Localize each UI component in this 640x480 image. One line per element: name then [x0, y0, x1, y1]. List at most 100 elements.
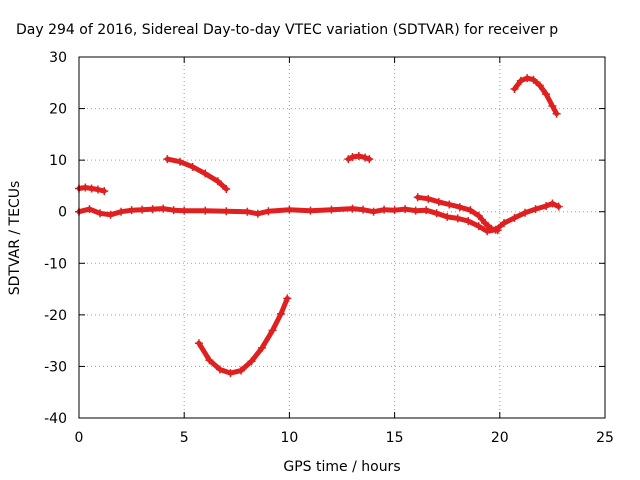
data-point [390, 206, 399, 215]
data-point [87, 184, 96, 193]
data-point [159, 204, 168, 213]
data-point [163, 155, 172, 164]
data-point [542, 90, 551, 99]
data-point [542, 202, 551, 211]
y-tick-label: -30 [44, 359, 67, 375]
data-point [117, 207, 126, 216]
data-point [529, 75, 538, 84]
data-point [474, 222, 483, 231]
data-point [445, 200, 454, 209]
axes: 0 5 10 15 20 25 -40 -30 -20 -10 0 10 20 30 [44, 50, 614, 446]
series-trace [415, 194, 501, 233]
data-point [464, 216, 473, 225]
series-4 [510, 74, 561, 118]
data-point [474, 211, 483, 220]
data-point [413, 193, 422, 202]
data-point [466, 206, 475, 215]
data-point [493, 226, 502, 235]
data-point [510, 84, 519, 93]
data-point [483, 227, 492, 236]
data-point [401, 205, 410, 214]
data-point [188, 162, 197, 171]
plot-frame [78, 56, 606, 419]
data-point [243, 207, 252, 216]
data-point [531, 205, 540, 214]
x-tick-label: 15 [386, 430, 404, 446]
x-tick-label: 5 [180, 430, 189, 446]
series-trace [196, 295, 290, 376]
data-point [222, 207, 231, 216]
data-point [226, 369, 235, 378]
data-point [215, 365, 224, 374]
y-tick-label: -10 [44, 256, 67, 272]
data-point [81, 183, 90, 192]
grid [79, 57, 605, 418]
data-point [552, 109, 561, 118]
data-point [127, 206, 136, 215]
data-point [201, 169, 210, 178]
y-tick-label: -20 [44, 308, 67, 324]
series-3 [344, 152, 374, 164]
data-point [443, 212, 452, 221]
data-point [194, 339, 203, 348]
data-point [411, 206, 420, 215]
data-point [487, 224, 496, 233]
data-point [148, 205, 157, 214]
data-point [422, 206, 431, 215]
data-point [306, 206, 315, 215]
data-point [535, 81, 544, 90]
y-tick-label: 20 [49, 102, 67, 118]
y-tick-label: 0 [58, 205, 67, 221]
data-series [75, 74, 563, 378]
data-point [96, 209, 105, 218]
data-point [258, 343, 267, 352]
x-tick-label: 20 [491, 430, 509, 446]
x-tick-label: 0 [75, 430, 84, 446]
data-point [455, 203, 464, 212]
data-point [205, 356, 214, 365]
data-point [380, 205, 389, 214]
data-point [247, 357, 256, 366]
data-point [359, 205, 368, 214]
data-point [521, 208, 530, 217]
data-point [327, 205, 336, 214]
data-point [285, 205, 294, 214]
y-tick-label: -40 [44, 411, 67, 427]
data-point [237, 366, 246, 375]
chart-title: Day 294 of 2016, Sidereal Day-to-day VTE… [16, 22, 558, 38]
data-point [453, 214, 462, 223]
data-point [523, 74, 532, 83]
data-point [348, 204, 357, 213]
data-point [432, 209, 441, 218]
series-5 [194, 294, 292, 378]
data-point [510, 213, 519, 222]
data-point [434, 197, 443, 206]
y-tick-label: 30 [49, 50, 67, 66]
x-axis-label: GPS time / hours [283, 459, 400, 475]
series-2 [163, 155, 231, 194]
y-axis-label: SDTVAR / TECUs [7, 181, 23, 296]
y-tick-label: 10 [49, 153, 67, 169]
data-point [348, 153, 357, 162]
data-point [175, 157, 184, 166]
data-point [276, 309, 285, 318]
data-point [500, 219, 509, 228]
data-point [354, 152, 363, 161]
data-point [268, 326, 277, 335]
data-point [169, 206, 178, 215]
data-point [201, 206, 210, 215]
data-point [361, 153, 370, 162]
data-point [264, 207, 273, 216]
data-point [213, 177, 222, 186]
data-point [365, 155, 374, 164]
data-point [516, 76, 525, 85]
data-point [481, 219, 490, 228]
data-point [369, 207, 378, 216]
data-point [180, 206, 189, 215]
x-tick-label: 25 [596, 430, 614, 446]
data-point [424, 194, 433, 203]
data-point [222, 185, 231, 194]
series-1 [75, 183, 109, 196]
data-point [253, 209, 262, 218]
